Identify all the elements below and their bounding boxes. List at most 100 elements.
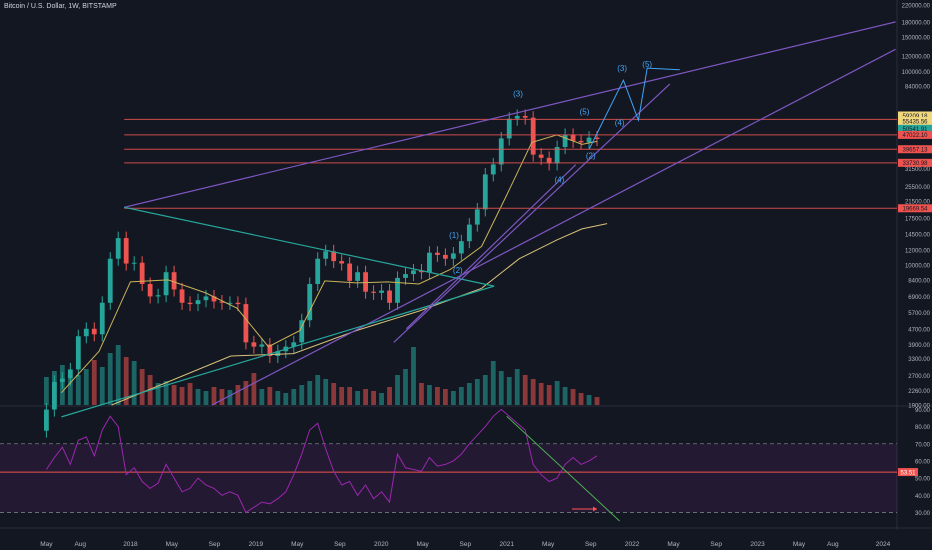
trendline [61,285,495,418]
volume-bar [435,387,440,405]
volume-bar [299,385,305,405]
candle-body [275,351,281,357]
time-tick-label: 2021 [499,541,514,548]
candle-body [427,252,432,273]
time-tick-label: 2020 [374,541,389,548]
volume-bar [554,381,560,405]
volume-bar [187,383,193,405]
candle-body [347,263,353,281]
time-tick-label: Sep [460,541,472,548]
volume-bar [267,387,273,405]
candle-body [299,320,305,343]
volume-bar [419,383,424,405]
volume-bar [498,371,504,405]
volume-bar [482,375,488,405]
candle-body [395,277,400,303]
price-label-box [898,130,932,139]
rsi-tick-label: 90.00 [915,408,931,414]
wave-label: (3) [513,90,523,99]
candle-body [554,147,560,164]
volume-bar [578,393,584,405]
volume-bar [458,387,464,405]
volume-bar [283,393,289,405]
time-tick-label: 2019 [249,541,264,548]
rsi-arrow-head [593,506,598,512]
rsi-line [45,408,598,514]
volume-bar [562,387,568,405]
volume-bar [490,361,496,405]
trendline [211,48,896,406]
rsi-current-box [898,468,918,477]
candle-body [187,302,193,305]
time-tick-label: May [542,541,555,548]
candle-body [482,174,488,210]
volume-bar [131,361,137,405]
candle-body [586,137,592,143]
candle-body [195,300,201,305]
candle-body [466,224,472,242]
volume-bar [371,391,376,405]
wave-label: (5) [642,60,652,69]
candle-body [594,137,600,139]
volume-bar [594,397,600,405]
candle-body [498,138,504,165]
price-tick-label: 220000.00 [902,4,931,10]
volume-bar [411,347,416,405]
price-label-text: 39657.13 [902,148,928,154]
price-tick-label: 150000.00 [902,36,931,42]
candle-body [291,342,297,347]
volume-bar [251,373,257,405]
price-label-box [898,124,932,133]
volume-bar [163,381,169,405]
candle-body [163,272,169,296]
price-tick-label: 84000.00 [905,85,931,91]
candle-body [403,274,408,278]
time-tick-label: 2023 [750,541,765,548]
time-tick-label: 2018 [123,541,138,548]
wave-projection [589,67,680,149]
wave-label: (2) [453,266,463,275]
rsi-tick-label: 50.00 [915,477,931,483]
rsi-tick-label: 70.00 [915,442,931,448]
volume-bars [43,345,600,405]
price-label-text: 47022.10 [902,133,928,139]
volume-bar [323,379,329,405]
candle-body [323,251,329,259]
volume-bar [139,369,145,405]
volume-bar [155,383,161,405]
volume-bar [339,387,345,405]
candle-body [530,117,536,155]
candle-body [139,262,145,284]
price-label-box [898,204,932,213]
candles [43,109,600,438]
volume-bar [67,379,73,405]
price-tick-label: 180000.00 [902,20,931,26]
price-label-text: 33730.98 [902,161,928,167]
time-tick-label: 2024 [876,541,891,548]
candle-body [371,291,376,293]
candle-body [411,270,416,275]
price-tick-label: 2700.00 [908,374,930,380]
time-tick-label: May [667,541,680,548]
volume-bar [203,391,209,405]
candle-body [243,304,249,343]
candle-body [474,209,480,225]
trendline [405,164,577,330]
candle-body [538,154,544,158]
volume-bar [395,375,400,405]
candle-body [67,369,73,379]
volume-bar [538,383,544,405]
candle-body [235,302,241,305]
volume-bar [211,387,217,405]
volume-bar [123,357,129,405]
wave-label: (3) [617,64,627,73]
rsi-tick-label: 40.00 [915,494,931,500]
candle-body [442,254,448,259]
volume-bar [291,389,297,405]
volume-bar [355,391,361,405]
volume-bar [403,369,408,405]
candle-body [179,289,185,303]
rsi-tick-label: 60.00 [915,459,931,465]
candle-body [43,409,49,431]
